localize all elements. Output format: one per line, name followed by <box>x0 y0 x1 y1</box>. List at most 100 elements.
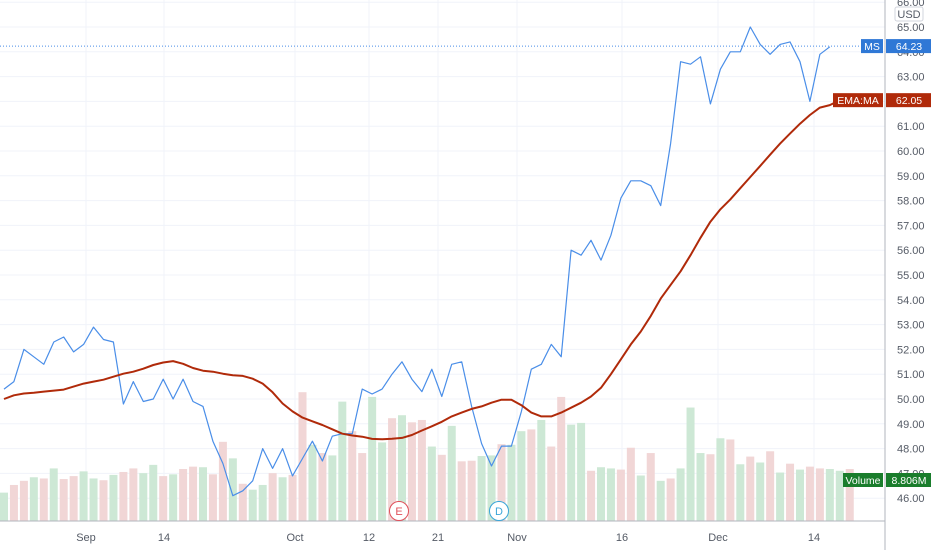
volume-bar <box>89 478 98 521</box>
volume-bar <box>776 472 785 521</box>
volume-name-label: Volume <box>845 475 880 487</box>
volume-bar <box>79 471 88 521</box>
volume-bar <box>248 489 257 521</box>
volume-bar <box>159 476 168 521</box>
volume-bar <box>278 477 287 521</box>
volume-bar <box>318 453 327 521</box>
volume-bar <box>636 475 645 521</box>
y-tick-label: 55.00 <box>897 270 925 282</box>
ema-ma-line[interactable] <box>3 97 850 441</box>
event-marker-label: D <box>495 506 503 518</box>
price-tags: USD MS 64.23 EMA:MA 62.05 Volume 8.806M <box>833 6 931 487</box>
y-tick-label: 46.00 <box>897 493 925 505</box>
volume-bar <box>467 460 476 521</box>
volume-bar <box>547 446 556 521</box>
volume-bar <box>825 469 834 521</box>
y-tick-label: 60.00 <box>897 146 925 158</box>
y-tick-label: 66.00 <box>897 0 925 9</box>
y-tick-label: 58.00 <box>897 196 925 208</box>
y-tick-label: 54.00 <box>897 295 925 307</box>
volume-bar <box>437 454 446 521</box>
volume-bar <box>69 476 78 521</box>
volume-bar <box>706 454 715 521</box>
volume-bar <box>407 422 416 521</box>
volume-bar <box>99 480 108 521</box>
y-tick-label: 49.00 <box>897 419 925 431</box>
volume-bar <box>587 470 596 521</box>
volume-bar <box>805 466 814 521</box>
volume-bar <box>427 446 436 521</box>
volume-bar <box>59 479 68 521</box>
volume-bar <box>199 467 207 521</box>
volume-bar <box>487 455 496 521</box>
volume-bar <box>358 453 367 521</box>
volume-bar <box>228 458 237 521</box>
volume-bar <box>766 451 775 521</box>
volume-bar <box>0 492 8 521</box>
volume-bar <box>577 422 586 521</box>
volume-value-tag <box>886 473 931 487</box>
currency-box <box>894 6 924 22</box>
y-tick-label: 59.00 <box>897 171 925 183</box>
x-tick-label: 14 <box>158 532 170 544</box>
x-tick-label: Sep <box>76 532 96 544</box>
grid-lines <box>0 0 885 521</box>
volume-bar <box>129 468 138 521</box>
volume-bar <box>9 484 18 521</box>
y-tick-label: 65.00 <box>897 22 925 34</box>
volume-bar <box>288 474 297 521</box>
volume-bar <box>49 468 58 521</box>
x-tick-label: Oct <box>286 532 303 544</box>
event-marker-label: E <box>395 506 402 518</box>
event-marker-e[interactable] <box>389 501 409 521</box>
volume-bar <box>378 442 387 521</box>
volume-bar <box>258 484 267 521</box>
volume-bar <box>328 455 337 521</box>
volume-bar <box>527 429 536 521</box>
volume-bar <box>666 478 675 521</box>
volume-bar <box>656 480 665 521</box>
volume-bar <box>716 438 725 521</box>
y-tick-label: 63.00 <box>897 72 925 84</box>
event-marker-d[interactable] <box>489 501 509 521</box>
y-tick-label: 51.00 <box>897 369 925 381</box>
volume-bar <box>238 483 247 521</box>
ms-price-line[interactable] <box>3 26 831 497</box>
ms-name-label: MS <box>864 41 880 53</box>
volume-bar <box>139 473 148 521</box>
y-tick-label: 50.00 <box>897 394 925 406</box>
x-tick-label: Dec <box>708 532 728 544</box>
y-tick-label: 53.00 <box>897 320 925 332</box>
volume-bar <box>189 466 198 521</box>
y-tick-label: 61.00 <box>897 121 925 133</box>
volume-bar <box>597 467 605 521</box>
volume-bar <box>298 392 307 521</box>
x-tick-label: 12 <box>363 532 375 544</box>
volume-bar <box>338 401 347 521</box>
y-tick-label: 48.00 <box>897 444 925 456</box>
currency-label: USD <box>897 9 920 21</box>
volume-bar <box>537 419 546 521</box>
price-lines <box>0 26 885 497</box>
volume-bar <box>746 456 755 521</box>
volume-bar <box>457 461 466 521</box>
volume-bar <box>646 453 655 521</box>
volume-bar <box>736 464 745 521</box>
volume-bar <box>497 444 506 521</box>
volume-bar <box>726 439 735 521</box>
ema-name-tag <box>833 93 883 108</box>
volume-value-label: 8.806M <box>891 475 926 487</box>
ms-value-label: 64.23 <box>896 41 922 53</box>
volume-bar <box>109 474 118 521</box>
x-tick-label: Nov <box>507 532 527 544</box>
ema-value-tag <box>886 93 931 108</box>
x-tick-label: 16 <box>616 532 628 544</box>
y-tick-label: 56.00 <box>897 245 925 257</box>
volume-bar <box>417 419 426 521</box>
volume-bar <box>567 424 576 521</box>
volume-bar <box>398 415 406 521</box>
volume-bar <box>835 470 844 521</box>
